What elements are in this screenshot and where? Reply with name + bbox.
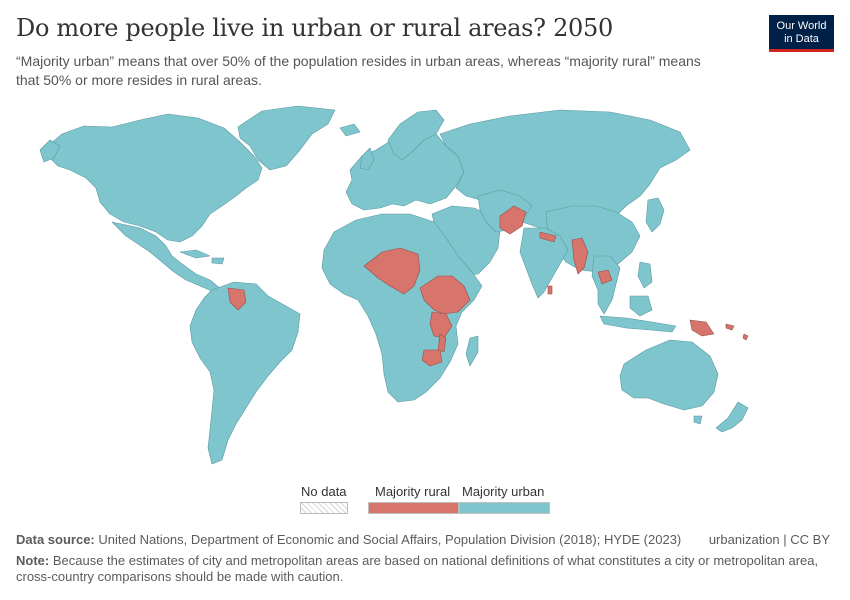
owid-logo[interactable]: Our World in Data	[769, 15, 834, 52]
legend-swatch-no-data[interactable]	[300, 502, 348, 514]
note-text: Because the estimates of city and metrop…	[16, 553, 819, 584]
philippines[interactable]	[637, 261, 653, 289]
iceland[interactable]	[339, 123, 361, 137]
data-source-label: Data source:	[16, 532, 95, 547]
data-source-text[interactable]: United Nations, Department of Economic a…	[98, 532, 682, 547]
chart-title: Do more people live in urban or rural ar…	[16, 14, 613, 42]
legend: No data Majority rural Majority urban	[0, 482, 850, 518]
australia[interactable]	[619, 339, 719, 411]
japan[interactable]	[645, 197, 665, 233]
alaska[interactable]	[39, 139, 61, 163]
footnote: Note: Because the estimates of city and …	[16, 553, 836, 585]
myanmar[interactable]	[571, 237, 589, 275]
vanuatu[interactable]	[742, 333, 749, 341]
scandinavia[interactable]	[387, 109, 445, 161]
afghanistan[interactable]	[499, 205, 527, 235]
southeast-asia[interactable]	[591, 255, 621, 315]
north-america[interactable]	[47, 113, 263, 243]
africa[interactable]	[321, 213, 483, 403]
sri-lanka[interactable]	[547, 285, 553, 295]
new-zealand[interactable]	[715, 401, 749, 433]
uk[interactable]	[359, 147, 375, 171]
india[interactable]	[519, 227, 569, 299]
solomon-islands[interactable]	[725, 323, 735, 331]
tasmania[interactable]	[693, 415, 703, 425]
logo-line-1: Our World	[776, 20, 827, 32]
papua-new-guinea[interactable]	[689, 319, 715, 337]
nepal[interactable]	[539, 231, 557, 243]
note-label: Note:	[16, 553, 50, 568]
guyana-suriname[interactable]	[227, 287, 247, 311]
chart-subtitle: “Majority urban” means that over 50% of …	[16, 53, 701, 88]
logo-line-2: in Data	[784, 33, 819, 45]
greenland[interactable]	[237, 105, 336, 171]
legend-label-urban: Majority urban	[462, 484, 545, 499]
rural-countries	[227, 205, 749, 367]
legend-label-no-data: No data	[301, 484, 347, 499]
niger-chad[interactable]	[363, 247, 421, 295]
malawi[interactable]	[437, 333, 447, 353]
cuba[interactable]	[179, 249, 211, 259]
legend-swatch-urban[interactable]	[459, 502, 550, 514]
legend-label-rural: Majority rural	[375, 484, 451, 499]
cambodia[interactable]	[597, 269, 613, 285]
borneo[interactable]	[629, 295, 653, 317]
hispaniola[interactable]	[211, 257, 225, 265]
license-tag[interactable]: urbanization | CC BY	[708, 532, 830, 547]
data-source: Data source: United Nations, Department …	[16, 532, 681, 547]
world-map[interactable]	[0, 96, 850, 472]
zimbabwe[interactable]	[421, 349, 443, 367]
urban-countries	[39, 105, 749, 465]
ethiopia-region[interactable]	[419, 275, 471, 315]
map-svg	[39, 105, 749, 465]
madagascar[interactable]	[465, 335, 479, 367]
legend-swatch-rural[interactable]	[368, 502, 459, 514]
south-america[interactable]	[189, 281, 301, 465]
indonesia[interactable]	[599, 315, 677, 333]
